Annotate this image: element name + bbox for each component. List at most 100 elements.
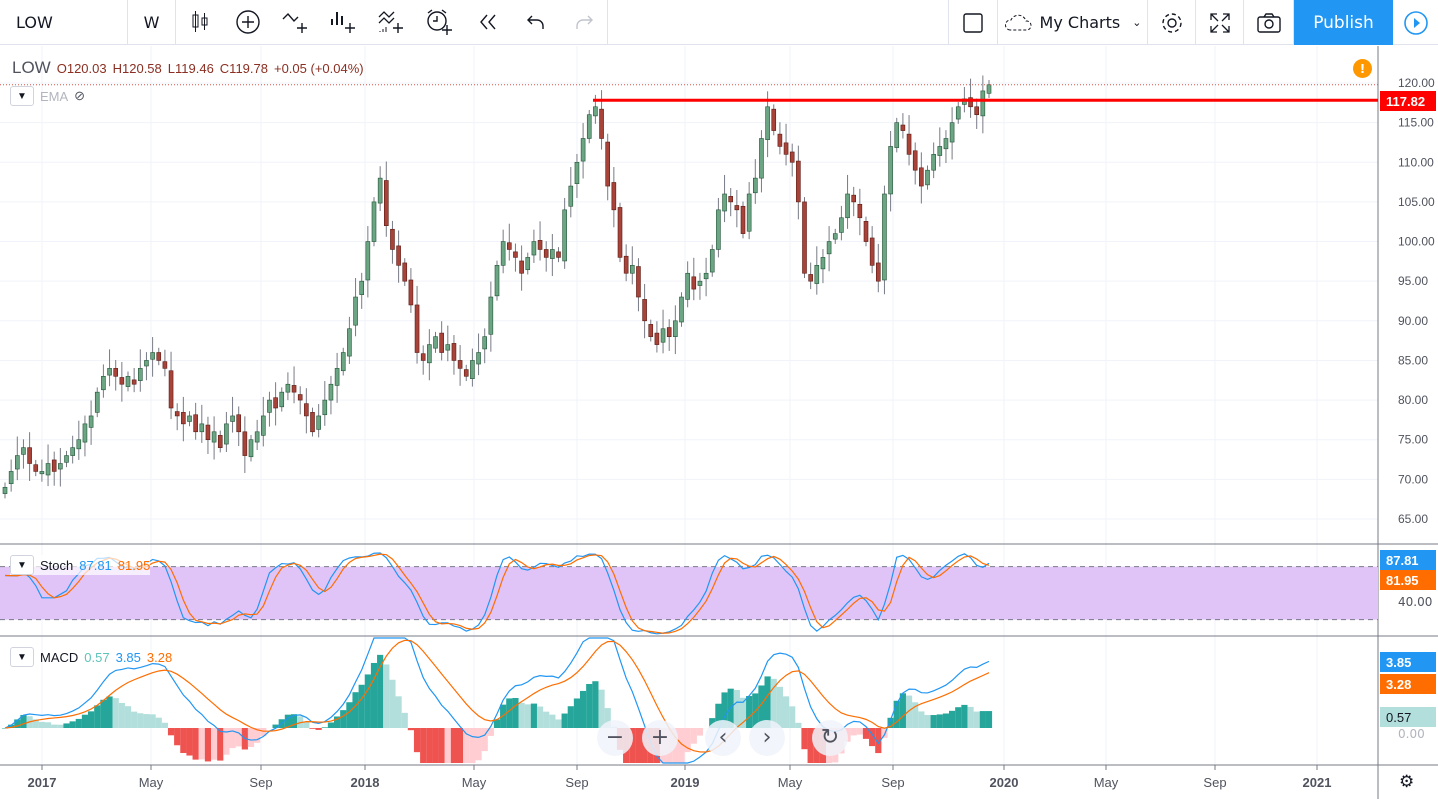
candle-up — [427, 344, 432, 364]
scroll-back-button[interactable]: ‹ — [705, 720, 741, 756]
macd-histogram-bar — [432, 728, 439, 763]
bar-template-icon[interactable] — [320, 0, 368, 45]
candle-up — [550, 249, 555, 259]
chart-canvas[interactable]: 120.00 115.00 110.00 105.00 100.00 95.00 90.00… — [0, 46, 1438, 799]
time-tick-label: 2019 — [671, 775, 700, 790]
macd-axis-label: 3.85 — [1380, 652, 1436, 672]
legend-high: H120.58 — [112, 60, 162, 76]
candle-up — [894, 122, 900, 148]
chevron-down-icon[interactable]: ▼ — [10, 555, 34, 575]
macd-histogram-bar — [967, 706, 974, 728]
play-icon[interactable] — [1393, 0, 1438, 45]
chevron-down-icon[interactable]: ▼ — [10, 86, 34, 106]
candle-down — [900, 124, 906, 131]
compare-icon[interactable] — [272, 0, 320, 45]
candle-up — [814, 265, 820, 284]
macd-label: MACD — [40, 649, 79, 665]
macd-histogram-bar — [905, 695, 913, 728]
undo-icon[interactable] — [512, 0, 560, 45]
macd-histogram-bar — [635, 728, 642, 763]
candle-down — [851, 194, 857, 203]
candle-up — [943, 138, 949, 150]
candles-icon[interactable] — [176, 0, 224, 45]
alert-icon[interactable] — [416, 0, 464, 45]
stoch-label: Stoch — [40, 557, 74, 573]
candle-down — [906, 133, 912, 155]
replay-icon[interactable] — [464, 0, 512, 45]
layout-icon[interactable] — [948, 0, 998, 45]
candle-down — [734, 205, 740, 211]
macd-histogram-bar — [580, 690, 587, 728]
candle-down — [390, 228, 395, 250]
axis-settings-gear-icon[interactable]: ⚙ — [1399, 772, 1415, 792]
stoch-k-axis-label: 87.81 — [1380, 550, 1436, 570]
candle-down — [623, 255, 629, 274]
stoch-legend: ▼ Stoch 87.81 81.95 — [10, 555, 151, 575]
camera-icon[interactable] — [1244, 0, 1294, 45]
symbol-label: LOW — [16, 12, 53, 32]
macd-histogram-bar — [290, 714, 298, 728]
stoch-d-line — [4, 553, 990, 634]
candle-down — [605, 141, 611, 187]
price-tick-label: 115.00 — [1398, 116, 1434, 130]
legend-low: L119.46 — [167, 60, 214, 76]
candle-down — [408, 279, 414, 306]
fullscreen-icon[interactable] — [1196, 0, 1244, 45]
eye-hidden-icon[interactable]: ⊘ — [74, 88, 86, 103]
macd-histogram-bar — [309, 728, 316, 729]
macd-histogram-bar — [918, 711, 925, 728]
macd-histogram-bar — [223, 728, 230, 755]
candle-up — [580, 138, 586, 162]
candle-up — [340, 352, 346, 372]
macd-histogram-bar — [924, 715, 931, 728]
legend-change: +0.05 (+0.04%) — [273, 60, 364, 76]
candle-up — [365, 241, 371, 281]
candle-up — [433, 336, 438, 349]
macd-histogram-bar — [407, 728, 414, 731]
candle-down — [863, 221, 869, 242]
signal-axis-label: 3.28 — [1380, 674, 1436, 694]
candle-down — [691, 276, 697, 290]
macd-histogram-bar — [862, 728, 870, 739]
candle-up — [494, 265, 500, 297]
macd-histogram-bar — [254, 728, 261, 743]
indicators-icon[interactable] — [368, 0, 416, 45]
publish-button[interactable]: Publish — [1294, 0, 1393, 45]
macd-histogram-bar — [567, 706, 574, 728]
macd-histogram-bar — [457, 728, 464, 763]
add-indicator-icon[interactable] — [224, 0, 272, 45]
candle-down — [119, 377, 125, 385]
candle-down — [783, 142, 789, 155]
macd-histogram-bar — [481, 728, 488, 752]
candle-up — [45, 463, 51, 476]
candle-up — [144, 360, 149, 367]
legend-open: O120.03 — [56, 60, 107, 76]
candle-up — [445, 344, 451, 351]
chevron-down-icon[interactable]: ▼ — [10, 647, 34, 667]
candle-up — [826, 241, 832, 255]
candle-down — [304, 403, 309, 417]
reset-chart-button[interactable]: ↻ — [812, 720, 848, 756]
candle-down — [168, 370, 174, 409]
candle-up — [70, 447, 75, 456]
macd-histogram-bar — [118, 702, 125, 728]
candle-up — [254, 431, 260, 443]
candle-down — [162, 361, 168, 369]
macd-histogram-bar — [764, 676, 771, 728]
zoom-in-button[interactable]: + — [642, 720, 678, 756]
warning-icon[interactable]: ! — [1353, 59, 1372, 78]
settings-gear-icon[interactable] — [1148, 0, 1196, 45]
interval-button[interactable]: W — [128, 0, 176, 45]
candle-down — [27, 447, 32, 464]
macd-histogram-bar — [38, 721, 45, 728]
my-charts-label: My Charts — [1039, 13, 1121, 32]
symbol-search[interactable]: LOW — [0, 0, 128, 45]
candle-up — [937, 146, 943, 156]
zoom-out-button[interactable]: − — [597, 720, 633, 756]
candle-up — [685, 272, 690, 300]
macd-histogram-bar — [604, 708, 611, 728]
macd-histogram-bar — [555, 719, 562, 728]
macd-histogram-bar — [746, 696, 753, 728]
my-charts-button[interactable]: My Charts ⌄ — [998, 0, 1148, 45]
scroll-forward-button[interactable]: › — [749, 720, 785, 756]
